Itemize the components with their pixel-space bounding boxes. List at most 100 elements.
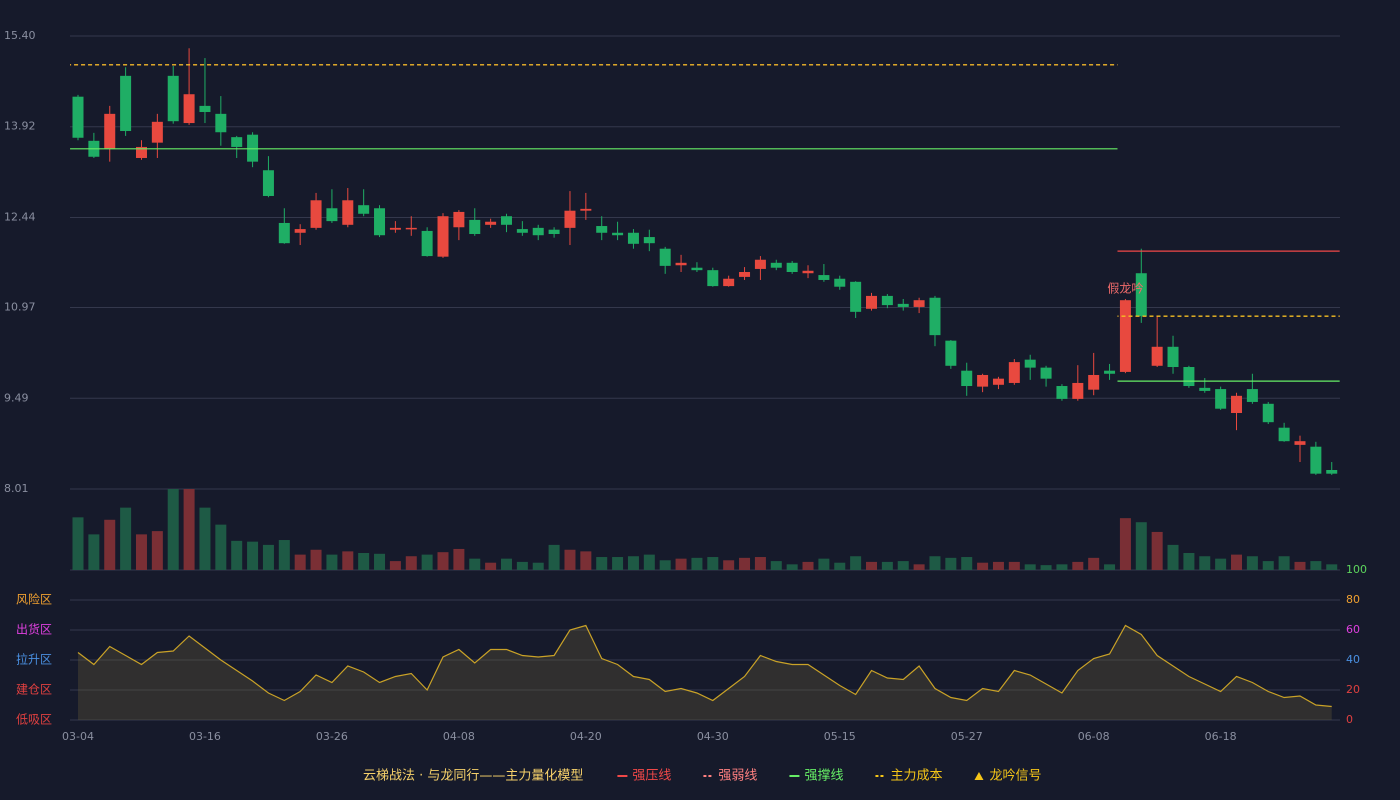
volume-bar	[866, 561, 877, 570]
volume-bar	[612, 557, 624, 570]
candle-body	[469, 219, 481, 234]
candle-body	[1135, 273, 1147, 317]
candle-body	[1199, 387, 1211, 391]
volume-bar	[580, 551, 592, 570]
y2-tick-label: 100	[1346, 563, 1367, 576]
candle-body	[262, 170, 274, 196]
indicator-line	[77, 624, 1332, 708]
volume-bar	[389, 561, 401, 570]
volume-bar	[770, 561, 782, 570]
volume-bar	[754, 557, 766, 570]
y2-tick-label: 40	[1346, 653, 1360, 666]
x-tick-label: 04-30	[697, 730, 729, 743]
volume-bar	[1231, 554, 1243, 570]
volume-bar	[802, 561, 814, 570]
volume-bar	[1151, 531, 1163, 570]
candle-body	[278, 222, 290, 244]
volume-bar	[913, 564, 925, 570]
volume-bar	[374, 553, 386, 570]
volume-bar	[945, 557, 957, 570]
candle-body	[405, 227, 417, 230]
volume-bar	[1135, 522, 1147, 570]
legend-label: 强撑线	[804, 769, 843, 784]
volume-bar	[485, 562, 497, 570]
legend-label: 龙吟信号	[989, 768, 1041, 784]
volume-bar	[897, 561, 909, 570]
candle-body	[691, 267, 703, 271]
volume-bar	[548, 544, 560, 570]
candle-body	[1088, 374, 1100, 390]
candle-body	[1151, 346, 1163, 366]
volume-bar	[723, 560, 735, 570]
candle-body	[453, 211, 465, 228]
volume-bar	[500, 558, 512, 570]
volume-bar	[1199, 556, 1211, 570]
volume-bar	[961, 557, 973, 570]
volume-bar	[1072, 561, 1084, 570]
candle-body	[485, 221, 497, 225]
volume-bar	[1183, 552, 1195, 570]
x-tick-label: 04-08	[443, 730, 475, 743]
candle-body	[977, 374, 989, 387]
candle-body	[516, 229, 528, 233]
volume-bar	[1024, 564, 1036, 570]
volume-bar	[1326, 564, 1338, 570]
y2-tick-label: 0	[1346, 713, 1353, 726]
volume-bar	[247, 541, 259, 570]
candle-body	[120, 75, 132, 132]
volume-bar	[294, 554, 306, 570]
legend-title: 云梯战法 · 与龙同行——主力量化模型	[363, 769, 583, 784]
candle-body	[596, 226, 608, 233]
candle-body	[643, 237, 655, 244]
volume-bar	[977, 562, 989, 570]
volume-bar	[1040, 565, 1052, 570]
x-tick-label: 06-08	[1078, 730, 1110, 743]
volume-bar	[120, 507, 132, 570]
volume-bar	[850, 556, 862, 570]
candle-body	[739, 272, 751, 277]
x-tick-label: 03-26	[316, 730, 348, 743]
volume-bar	[992, 561, 1004, 570]
candle-body	[389, 227, 401, 230]
volume-bar	[739, 557, 751, 570]
volume-bar	[596, 557, 608, 570]
y-tick-label: 9.49	[4, 391, 29, 404]
legend-icon	[974, 772, 984, 780]
candle-body	[834, 278, 846, 287]
candle-body	[326, 208, 338, 222]
candle-body	[707, 270, 719, 287]
y2-tick-label: 60	[1346, 623, 1360, 636]
candle-body	[310, 200, 322, 228]
volume-bar	[532, 562, 544, 570]
candle-body	[167, 75, 179, 122]
volume-bar	[691, 557, 703, 570]
candle-body	[786, 262, 798, 273]
volume-bar	[1215, 558, 1227, 570]
volume-bar	[1008, 561, 1020, 570]
candle-body	[199, 105, 211, 113]
y2-tick-label: 20	[1346, 683, 1360, 696]
candle-body	[992, 378, 1004, 385]
candle-body	[104, 113, 116, 149]
x-tick-label: 06-18	[1205, 730, 1237, 743]
candle-body	[500, 216, 512, 225]
candle-body	[945, 340, 957, 366]
volume-bar	[88, 534, 100, 570]
candle-body	[866, 295, 877, 309]
candle-body	[437, 216, 449, 257]
volume-bar	[1294, 561, 1306, 570]
zone-label: 建仓区	[16, 683, 52, 697]
volume-bar	[167, 489, 179, 570]
zone-label: 出货区	[16, 622, 52, 637]
candle-body	[1278, 427, 1290, 442]
candle-body	[1183, 367, 1195, 387]
y-tick-label: 13.92	[4, 120, 36, 133]
candle-body	[850, 281, 862, 312]
volume-bar	[627, 556, 639, 570]
candle-body	[342, 200, 354, 225]
volume-bar	[1167, 544, 1179, 570]
legend: 云梯战法 · 与龙同行——主力量化模型 强压线 强弱线 强撑线 主力成本 龙吟信号	[363, 768, 1041, 784]
candle-body	[72, 96, 84, 138]
legend-label: 强弱线	[718, 769, 757, 784]
